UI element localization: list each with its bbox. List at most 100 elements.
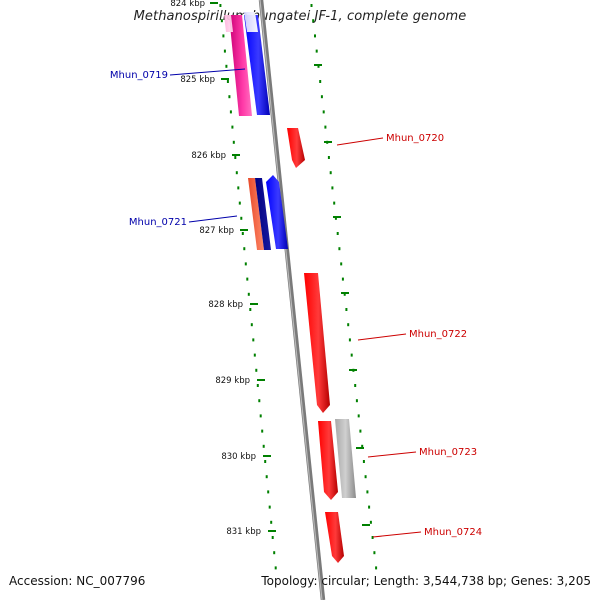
- track-dot: [319, 80, 322, 83]
- svg-text:Mhun_0719: Mhun_0719: [110, 70, 168, 81]
- track-dot: [228, 95, 231, 99]
- gene-feature-mhun-0721-blue[interactable]: [266, 175, 288, 249]
- genome-backbone: [258, 0, 326, 600]
- track-dot: [343, 292, 346, 296]
- track-dot: [350, 353, 353, 357]
- track-dot: [357, 414, 360, 418]
- tick-824: 824 kbp: [170, 0, 218, 9]
- track-dot: [270, 520, 273, 524]
- gene-feature-mhun-0719-blue[interactable]: [244, 15, 270, 115]
- track-dot: [334, 216, 337, 220]
- track-dot: [329, 171, 332, 175]
- tick-830: 830 kbp: [221, 452, 271, 462]
- genome-backbone-highlight: [259, 0, 323, 600]
- tick-826: 826 kbp: [191, 151, 240, 161]
- gene-label-mhun-0719[interactable]: Mhun_0719: [110, 68, 246, 81]
- track-dot: [231, 125, 234, 129]
- track-dot: [246, 277, 249, 281]
- track-dot: [371, 536, 374, 539]
- track-dot: [255, 368, 258, 372]
- genome-summary: Topology: circular; Length: 3,544,738 bp…: [261, 574, 591, 588]
- track-dot: [333, 201, 336, 205]
- track-dot: [237, 186, 240, 190]
- gene-mhun-0721-group[interactable]: [248, 175, 288, 250]
- track-dot: [348, 338, 351, 342]
- gene-label-mhun-0724[interactable]: Mhun_0724: [372, 527, 482, 538]
- gene-feature-mhun-0719-pink-light: [224, 15, 233, 32]
- gene-mhun-0723-group[interactable]: [318, 419, 356, 500]
- tick-827: 827 kbp: [199, 226, 248, 236]
- track-dot: [253, 353, 256, 357]
- track-dot: [243, 247, 246, 251]
- track-dot: [252, 338, 255, 342]
- track-dot: [273, 551, 276, 555]
- track-dot: [347, 323, 350, 327]
- track-dot: [261, 429, 264, 433]
- gene-label-mhun-0723[interactable]: Mhun_0723: [367, 447, 477, 458]
- gene-label-mhun-0721[interactable]: Mhun_0721: [129, 215, 238, 228]
- track-dot: [361, 444, 364, 448]
- track-dot: [267, 490, 270, 494]
- track-dot: [249, 308, 252, 311]
- tick-825: 825 kbp: [180, 75, 229, 85]
- track-dot: [362, 460, 365, 463]
- track-dot: [264, 460, 267, 463]
- track-dot: [310, 4, 313, 7]
- tick-label: 827 kbp: [199, 226, 234, 236]
- track-dot: [368, 505, 371, 509]
- track-dot: [223, 49, 226, 53]
- gene-feature-mhun-0719-pink[interactable]: [229, 15, 252, 116]
- track-dot: [375, 566, 378, 570]
- track-dot: [364, 475, 367, 479]
- gene-label-mhun-0720[interactable]: Mhun_0720: [336, 133, 444, 146]
- track-dot: [265, 475, 268, 479]
- track-dot: [315, 49, 318, 53]
- gene-feature-mhun-0723-gray[interactable]: [335, 419, 356, 498]
- track-dot: [222, 34, 225, 38]
- scale-ticks: 824 kbp 825 kbp 826 kbp 827 kbp 828 kbp …: [170, 0, 370, 537]
- track-dot: [320, 95, 323, 99]
- svg-text:Mhun_0721: Mhun_0721: [129, 217, 187, 228]
- map-title: Methanospirillum hungatei JF-1, complete…: [133, 9, 467, 24]
- track-dot: [336, 232, 339, 235]
- track-dot: [345, 308, 348, 311]
- accession-label: Accession: NC_007796: [9, 574, 146, 588]
- gene-feature-mhun-0720[interactable]: [287, 128, 305, 168]
- track-dot: [219, 4, 222, 7]
- gene-feature-mhun-0722[interactable]: [304, 273, 330, 413]
- gene-label-mhun-0722[interactable]: Mhun_0722: [357, 329, 467, 341]
- track-dot: [241, 232, 244, 235]
- tick-label: 826 kbp: [191, 151, 226, 161]
- track-dot: [331, 186, 334, 190]
- svg-text:Mhun_0724: Mhun_0724: [424, 527, 482, 538]
- gene-feature-mhun-0721-navy[interactable]: [255, 178, 271, 250]
- track-dot: [250, 323, 253, 327]
- track-dot: [232, 140, 235, 144]
- track-dot: [359, 429, 362, 433]
- track-dot: [226, 80, 229, 83]
- track-dot: [355, 399, 358, 403]
- track-dot: [271, 536, 274, 539]
- svg-text:Mhun_0722: Mhun_0722: [409, 329, 467, 340]
- tick-label: 828 kbp: [208, 300, 243, 310]
- track-dot: [274, 566, 277, 570]
- track-dot: [247, 292, 250, 296]
- gene-feature-mhun-0721-coral[interactable]: [248, 178, 264, 250]
- track-dot: [340, 262, 343, 266]
- gene-feature-mhun-0723[interactable]: [318, 421, 338, 500]
- tick-831: 831 kbp: [226, 527, 276, 537]
- track-dot: [373, 551, 376, 555]
- svg-text:Mhun_0723: Mhun_0723: [419, 447, 477, 458]
- track-dot: [317, 64, 320, 68]
- tick-label: 830 kbp: [221, 452, 256, 462]
- gene-feature-mhun-0719-blue-light: [244, 12, 258, 32]
- track-dot: [322, 110, 325, 114]
- gene-feature-mhun-0724[interactable]: [325, 512, 344, 563]
- track-dot: [324, 125, 327, 129]
- svg-text:Mhun_0720: Mhun_0720: [386, 133, 444, 144]
- track-dot: [229, 110, 232, 114]
- track-dot: [258, 399, 261, 403]
- gene-mhun-0719-group[interactable]: [224, 12, 270, 116]
- tick-label: 824 kbp: [170, 0, 205, 9]
